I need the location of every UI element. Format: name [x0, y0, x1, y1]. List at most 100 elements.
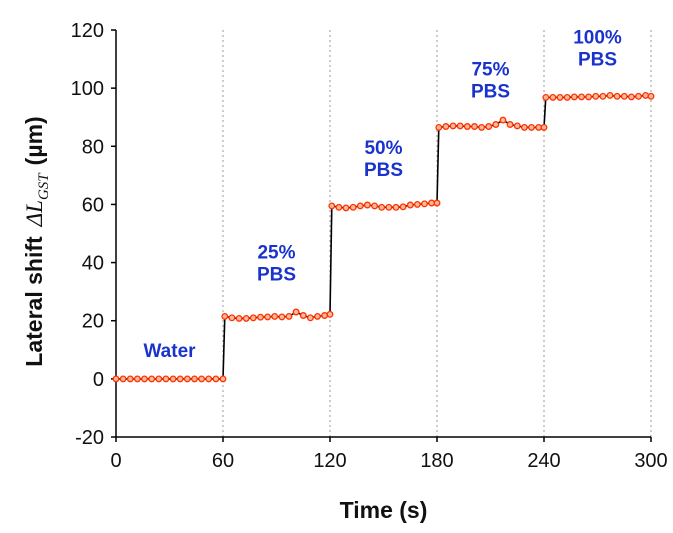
data-point	[306, 314, 314, 322]
data-point	[613, 92, 621, 100]
y-tick-label-100: 100	[71, 78, 104, 100]
data-point	[627, 93, 635, 101]
y-axis-title-subscript: GST	[36, 172, 52, 200]
x-tick-label-0: 0	[110, 450, 121, 472]
data-point	[620, 92, 628, 100]
data-point	[449, 122, 457, 130]
data-point	[647, 92, 655, 100]
data-point	[435, 123, 443, 131]
y-tick-label-60: 60	[82, 194, 104, 216]
data-point	[205, 375, 213, 383]
data-point	[321, 312, 329, 319]
data-point	[485, 123, 493, 130]
data-point	[421, 200, 428, 208]
data-point	[212, 375, 220, 383]
data-point	[242, 314, 250, 322]
data-point	[285, 312, 293, 320]
data-point	[257, 313, 264, 321]
y-axis-title-prefix: Lateral shift	[21, 236, 47, 367]
y-axis-title-symbol: ΔL	[22, 200, 47, 227]
data-point	[478, 123, 486, 131]
data-point	[433, 199, 441, 207]
data-point	[363, 201, 371, 209]
data-point	[183, 375, 191, 383]
data-point	[442, 123, 450, 130]
data-point	[642, 91, 650, 99]
y-tick-label-120: 120	[71, 20, 104, 42]
data-point	[392, 203, 400, 211]
data-point	[499, 116, 507, 124]
data-point	[176, 375, 184, 383]
data-point	[326, 310, 334, 318]
y-tick-label-80: 80	[82, 136, 104, 158]
data-point	[456, 122, 464, 130]
annotation-label-1-1: PBS	[257, 265, 296, 286]
data-point	[335, 203, 343, 211]
data-point	[228, 314, 236, 322]
data-point	[540, 123, 548, 131]
data-point	[463, 123, 471, 130]
data-point	[148, 375, 156, 383]
x-tick-label-180: 180	[420, 450, 453, 472]
data-point	[349, 203, 357, 211]
data-point	[585, 93, 593, 101]
data-point	[191, 375, 198, 383]
data-point	[141, 375, 148, 383]
data-point	[219, 375, 227, 383]
y-tick-label--20: -20	[75, 427, 104, 449]
data-point	[271, 312, 279, 320]
data-point	[635, 92, 642, 100]
y-tick-label-0: 0	[93, 369, 104, 391]
annotation-label-4-1: PBS	[578, 49, 617, 70]
data-point	[570, 93, 578, 101]
marker-layer	[112, 91, 655, 383]
data-point	[221, 312, 229, 320]
annotation-label-0-0: Water	[143, 341, 196, 362]
data-point	[278, 313, 286, 321]
data-point	[606, 91, 614, 99]
data-point	[406, 201, 414, 209]
annotation-label-3-0: 75%	[471, 59, 509, 80]
data-point	[314, 312, 321, 320]
annotation-label-2-0: 50%	[364, 138, 402, 159]
data-point	[471, 123, 478, 130]
data-point	[162, 375, 170, 383]
tick-layer: 0 60 120 180 240 300 -20 0 20 40 60 80 100 120	[71, 20, 668, 472]
y-tick-label-40: 40	[82, 253, 104, 275]
data-point	[513, 122, 521, 130]
annotation-label-2-1: PBS	[364, 160, 403, 181]
data-point	[542, 93, 550, 101]
data-point	[599, 92, 607, 100]
grid-layer	[222, 30, 652, 437]
data-point	[126, 375, 134, 383]
data-point	[492, 121, 500, 128]
x-tick-label-60: 60	[212, 450, 234, 472]
y-axis-title: Lateral shift ΔLGST (µm)	[21, 116, 52, 366]
data-point	[520, 123, 528, 131]
data-point	[413, 200, 421, 208]
data-point	[198, 375, 206, 383]
data-point	[155, 375, 163, 383]
data-point	[356, 202, 364, 210]
data-point	[378, 203, 386, 211]
data-point	[112, 375, 120, 383]
annotation-label-3-1: PBS	[471, 81, 510, 102]
data-point	[563, 93, 571, 101]
data-point	[235, 314, 243, 322]
data-point	[119, 375, 127, 383]
x-axis-title: Time (s)	[340, 497, 428, 523]
x-tick-label-120: 120	[313, 450, 346, 472]
data-point	[528, 123, 535, 131]
data-point	[578, 93, 585, 101]
data-point	[371, 202, 379, 210]
annotation-label-1-0: 25%	[257, 243, 295, 264]
data-point	[169, 375, 177, 383]
data-point	[556, 93, 564, 101]
data-point	[592, 92, 600, 100]
data-point	[342, 204, 350, 212]
x-tick-label-300: 300	[634, 450, 667, 472]
data-point	[292, 308, 300, 316]
